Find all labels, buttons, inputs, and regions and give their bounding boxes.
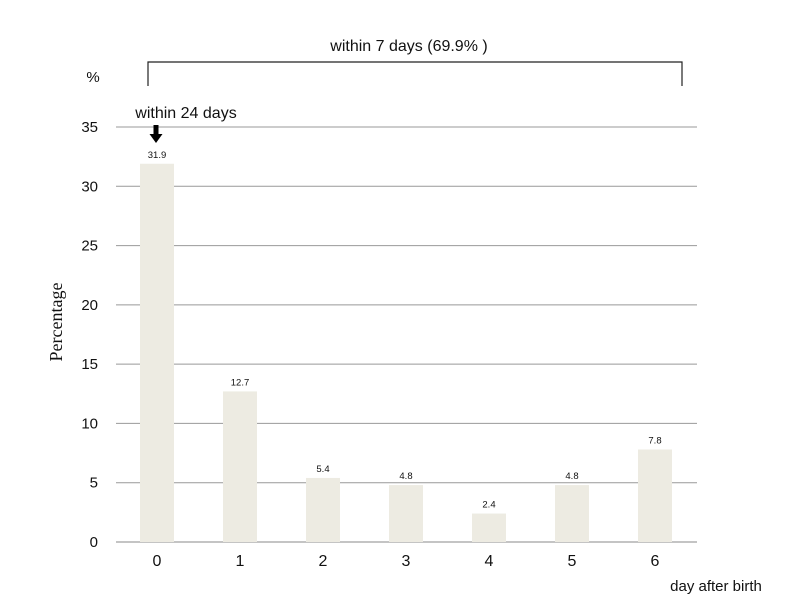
x-axis-ticks: 0 1 2 3 4 5 6: [153, 553, 660, 570]
data-label: 4.8: [399, 471, 412, 482]
gridlines: [116, 126, 697, 543]
bar: [306, 477, 340, 542]
x-tick-label: 4: [485, 553, 494, 570]
x-tick-label: 1: [236, 553, 245, 570]
bar: [140, 163, 174, 542]
x-tick-label: 5: [568, 553, 577, 570]
bracket-line: [147, 61, 683, 86]
x-tick-label: 3: [402, 553, 411, 570]
y-tick-label: 35: [81, 119, 98, 136]
data-labels: 31.9 12.7 5.4 4.8 2.4 4.8 7.8: [148, 150, 662, 511]
y-axis-label: Percentage: [46, 283, 66, 362]
bar: [223, 391, 257, 542]
y-tick-label: 0: [90, 534, 98, 551]
y-tick-label: 10: [81, 415, 98, 432]
data-label: 2.4: [482, 500, 495, 511]
y-tick-label: 25: [81, 238, 98, 255]
data-label: 7.8: [648, 436, 661, 447]
bar: [555, 485, 589, 542]
y-tick-label: 5: [90, 475, 98, 492]
bar: [389, 485, 423, 542]
x-axis-label: day after birth: [670, 578, 762, 595]
y-tick-label: 20: [81, 297, 98, 314]
bars: [140, 163, 672, 542]
data-label: 31.9: [148, 150, 167, 161]
y-tick-label: 30: [81, 178, 98, 195]
down-arrow-icon: [149, 125, 163, 143]
bracket-label: within 7 days (69.9% ): [329, 38, 487, 55]
data-label: 4.8: [565, 471, 578, 482]
x-tick-label: 0: [153, 553, 162, 570]
x-tick-label: 6: [651, 553, 660, 570]
bar: [472, 513, 506, 542]
x-tick-label: 2: [319, 553, 328, 570]
data-label: 12.7: [231, 377, 250, 388]
data-label: 5.4: [316, 464, 329, 475]
y-tick-label: 15: [81, 356, 98, 373]
bar: [638, 449, 672, 542]
y-axis-ticks: 0 5 10 15 20 25 30 35: [81, 119, 98, 551]
y-axis-unit: %: [86, 69, 99, 86]
arrow-label: within 24 days: [134, 105, 236, 122]
